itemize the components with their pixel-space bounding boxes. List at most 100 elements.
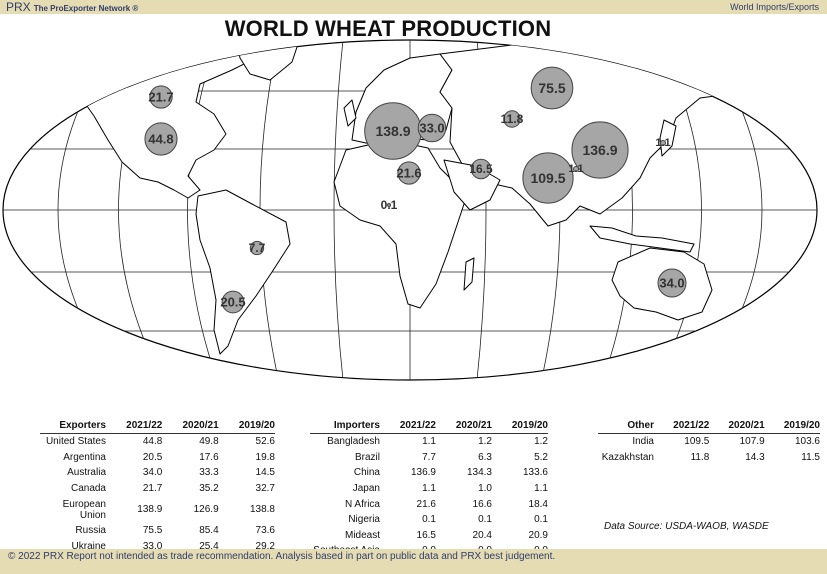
importers-table: Importers 2021/22 2020/21 2019/20 Bangla…: [310, 419, 548, 559]
map-svg: [2, 39, 818, 381]
row-label: China: [353, 467, 380, 479]
row-label: Kazakhstan: [601, 451, 654, 463]
bubble-n-africa: [397, 161, 421, 185]
column-header: 2020/21: [162, 419, 219, 434]
table-cell: 0.1: [478, 514, 492, 526]
table-cell: 11.8: [690, 451, 710, 463]
row-label: Australia: [67, 467, 106, 479]
bubble-label-canada: 21.7: [148, 89, 174, 105]
column-header: 2019/20: [218, 419, 275, 434]
table-row: Japan 1.1 1.0 1.1: [310, 481, 548, 497]
table-row: Kazakhstan 11.8 14.3 11.5: [598, 450, 820, 466]
madagascar-outline: [463, 257, 475, 291]
table-cell: 7.7: [422, 451, 436, 463]
table-cell: 1.1: [534, 483, 548, 495]
bubble-nigeria: [387, 203, 391, 207]
bubble-label-australia: 34.0: [659, 275, 685, 291]
column-header: Importers: [310, 419, 380, 434]
table-cell: 1.1: [422, 436, 436, 448]
column-header: 2021/22: [654, 419, 710, 434]
bubble-argentina: [221, 290, 245, 314]
table-row: United States 44.8 49.8 52.6: [40, 434, 275, 450]
table-cell: 16.6: [472, 498, 492, 510]
bubble-label-mideast: 16.5: [469, 162, 493, 176]
row-label: Canada: [70, 483, 106, 495]
world-map: [2, 39, 818, 381]
bubble-india: [522, 152, 574, 204]
table-row: Brazil 7.7 6.3 5.2: [310, 450, 548, 466]
table-cell: 29.2: [255, 540, 275, 552]
new-zealand-outline: [737, 309, 753, 339]
table-header-row: Importers 2021/22 2020/21 2019/20: [310, 419, 548, 434]
table-cell: 16.5: [416, 529, 436, 541]
network-name: The ProExporter Network ®: [33, 4, 139, 13]
table-cell: 1.2: [478, 436, 492, 448]
table-cell: 11.5: [801, 451, 820, 463]
bubble-russia: [530, 66, 574, 110]
table-cell: 52.6: [255, 436, 275, 448]
disclaimer-text: © 2022 PRX Report not intended as trade …: [8, 551, 556, 562]
table-cell: 21.7: [142, 483, 163, 495]
bubble-label-kazakhstan: 11.8: [500, 112, 524, 126]
table-cell: 5.2: [534, 451, 548, 463]
table-cell: 0.1: [422, 514, 436, 526]
row-label: N Africa: [344, 498, 380, 510]
table-row: Russia 75.5 85.4 73.6: [40, 523, 275, 539]
table-cell: 33.3: [199, 467, 219, 479]
footer-bar: © 2022 PRX Report not intended as trade …: [0, 549, 827, 574]
table-row: Nigeria 0.1 0.1 0.1: [310, 512, 548, 528]
uk-outline: [343, 99, 357, 127]
section-title: World Imports/Exports: [730, 2, 819, 12]
bubble-label-brazil: 7.7: [248, 241, 266, 255]
row-label: Argentina: [63, 451, 106, 463]
table-row: Canada 21.7 35.2 32.7: [40, 481, 275, 497]
bubble-united-states: [144, 122, 178, 156]
table-cell: 73.6: [255, 525, 275, 537]
production-bubbles: [144, 66, 687, 314]
table-cell: 33.0: [142, 540, 163, 552]
table-cell: 49.8: [199, 436, 219, 448]
row-label: Bangladesh: [327, 436, 380, 448]
table-cell: 20.4: [472, 529, 492, 541]
table-cell: 136.9: [410, 467, 436, 479]
bubble-label-united-states: 44.8: [148, 131, 174, 147]
indonesia-outline: [589, 225, 695, 253]
africa-outline: [333, 139, 467, 309]
table-row: Argentina 20.5 17.6 19.8: [40, 450, 275, 466]
table-cell: 21.6: [416, 498, 436, 510]
bubble-mideast: [470, 158, 492, 180]
bubble-australia: [657, 268, 687, 298]
table-row: Ukraine 33.0 25.4 29.2: [40, 539, 275, 555]
table-row: European Union 138.9 126.9 138.8: [40, 496, 275, 523]
table-cell: 0.1: [534, 514, 548, 526]
table-cell: 6.3: [478, 451, 492, 463]
table-row: China 136.9 134.3 133.6: [310, 465, 548, 481]
page-title: WORLD WHEAT PRODUCTION: [224, 16, 552, 41]
bubble-brazil: [249, 240, 265, 256]
row-label: Nigeria: [348, 514, 380, 526]
table-cell: 25.4: [199, 540, 219, 552]
table-cell: 133.6: [522, 467, 548, 479]
bubble-japan: [659, 139, 667, 147]
row-label: Russia: [75, 525, 106, 537]
bubble-label-japan: 1.1: [655, 137, 671, 149]
table-cell: 85.4: [199, 525, 219, 537]
table-cell: 103.6: [794, 436, 820, 448]
table-cell: 1.1: [422, 483, 436, 495]
column-header: 2020/21: [436, 419, 492, 434]
table-cell: 14.5: [255, 467, 275, 479]
table-cell: 138.8: [249, 504, 275, 516]
other-table: Other 2021/22 2020/21 2019/20 India 109.5…: [598, 419, 820, 465]
table-cell: 138.9: [137, 504, 163, 516]
table-cell: 17.6: [199, 451, 219, 463]
table-cell: 126.9: [193, 504, 219, 516]
bubble-label-china: 136.9: [582, 142, 618, 158]
bubble-label-russia: 75.5: [538, 80, 566, 96]
row-label: Japan: [352, 483, 380, 495]
table-cell: 20.5: [142, 451, 163, 463]
table-row: India 109.5 107.9 103.6: [598, 434, 820, 450]
table-cell: 20.9: [528, 529, 548, 541]
table-cell: 44.8: [142, 436, 163, 448]
header-bar: PRX The ProExporter Network ® World Impor…: [0, 0, 827, 14]
brand: PRX The ProExporter Network ®: [6, 0, 138, 16]
